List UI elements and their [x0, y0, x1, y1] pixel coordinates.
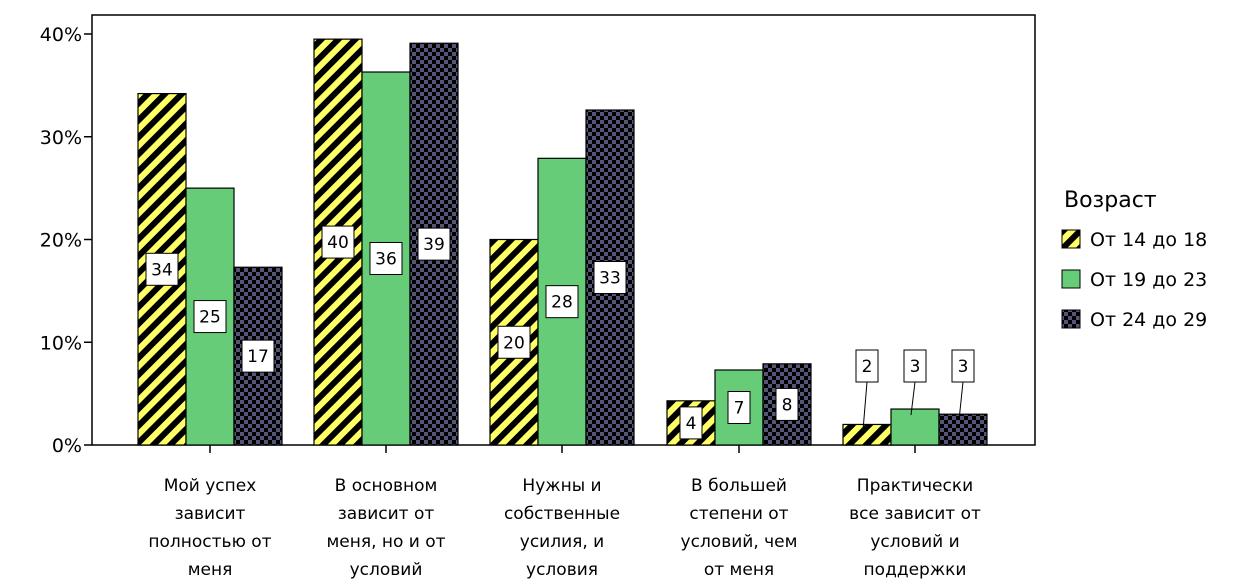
data-label: 28: [551, 293, 573, 313]
bar: [938, 413, 988, 446]
x-category-label: В большей степени от условий, чем от меня: [681, 476, 798, 580]
bar: [890, 408, 940, 446]
data-label: 20: [503, 333, 525, 353]
x-axis: Мой успех зависит полностью от меня В основн…: [148, 445, 981, 580]
data-label-box: [727, 390, 751, 424]
data-label-box: [321, 225, 355, 259]
data-label: 4: [686, 414, 697, 434]
y-tick-label: 10%: [40, 332, 82, 354]
legend-swatch: [1061, 309, 1081, 329]
data-label: 8: [782, 395, 793, 415]
data-label: 40: [327, 233, 349, 253]
data-label: 33: [599, 269, 621, 289]
legend-swatch: [1061, 229, 1081, 249]
data-label: 2: [862, 357, 873, 377]
data-label-box: [241, 339, 275, 373]
data-label-box: [145, 252, 179, 286]
data-label: 17: [247, 347, 269, 367]
data-label: 3: [910, 357, 921, 377]
data-label-leader: [910, 381, 916, 416]
data-label-box: [679, 406, 703, 440]
data-label-box: [775, 387, 799, 421]
data-label-leader: [958, 381, 964, 421]
legend-entry: От 24 до 29: [1090, 309, 1207, 331]
bar: [762, 363, 812, 446]
legend-entry: От 14 до 18: [1090, 229, 1207, 251]
legend-swatch: [1061, 269, 1081, 289]
y-tick-label: 0%: [52, 435, 82, 457]
bar: [842, 423, 892, 446]
y-axis: 0% 10% 20% 30% 40%: [40, 24, 92, 457]
data-label-leader: [862, 381, 868, 431]
data-label-box: [417, 227, 451, 261]
x-category-label: Нужны и собственные усилия, и условия: [504, 476, 620, 580]
data-label: 3: [958, 357, 969, 377]
legend: Возраст От 14 до 18 От 19 до 23 От 24 до 29: [1061, 188, 1207, 331]
data-label-box: [593, 261, 627, 295]
legend-title: Возраст: [1064, 188, 1157, 213]
data-label-box: [497, 325, 531, 359]
data-label-box: [545, 285, 579, 319]
data-label: 25: [199, 308, 221, 328]
data-label: 39: [423, 235, 445, 255]
y-tick-label: 40%: [40, 24, 82, 46]
data-label: 34: [151, 260, 173, 280]
legend-entry: От 19 до 23: [1090, 269, 1207, 291]
data-label-box: [951, 349, 975, 383]
data-label: 36: [375, 250, 397, 270]
y-tick-label: 30%: [40, 127, 82, 149]
x-category-label: Практически все зависит от условий и поддер…: [849, 476, 981, 580]
data-label-box: [193, 300, 227, 334]
x-category-label: В основном зависит от меня, но и от условий: [326, 476, 445, 580]
y-tick-label: 20%: [40, 230, 82, 252]
data-label-box: [855, 349, 879, 383]
data-label-box: [369, 242, 403, 276]
data-labels: 34 40 20 4 2 25 36 28 7 3 17 39 33 8 3: [145, 225, 975, 440]
x-category-label: Мой успех зависит полностью от меня: [148, 476, 271, 580]
data-label-box: [903, 349, 927, 383]
data-label: 7: [734, 398, 745, 418]
